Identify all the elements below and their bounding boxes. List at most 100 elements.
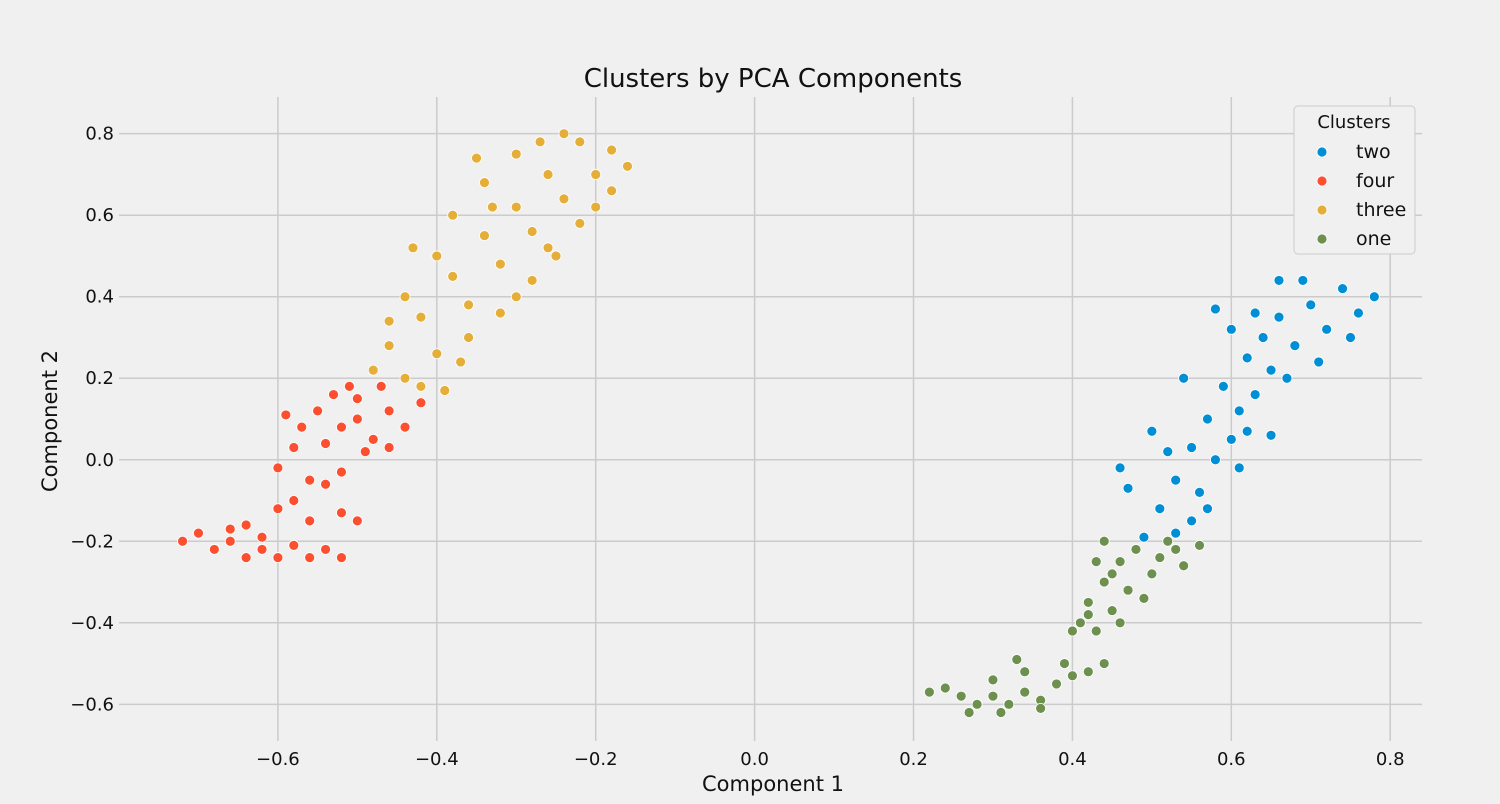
scatter-point xyxy=(359,446,371,458)
legend: Clusters two four three one xyxy=(1293,105,1416,255)
scatter-point xyxy=(1170,474,1182,486)
scatter-point xyxy=(487,201,498,213)
scatter-point xyxy=(1082,597,1094,608)
scatter-point xyxy=(1345,332,1356,343)
legend-box xyxy=(1293,105,1416,255)
scatter-point xyxy=(367,364,379,376)
scatter-point xyxy=(1098,658,1110,669)
scatter-point xyxy=(1162,446,1174,458)
scatter-point xyxy=(1138,592,1150,604)
scatter-point xyxy=(304,515,316,527)
scatter-point xyxy=(431,250,443,262)
scatter-point xyxy=(479,230,490,241)
scatter-point xyxy=(526,275,538,286)
scatter-point xyxy=(304,474,316,486)
scatter-point xyxy=(542,242,554,254)
scatter-point xyxy=(336,507,347,519)
scatter-point xyxy=(590,201,602,213)
data-points xyxy=(177,128,1380,718)
scatter-point xyxy=(510,291,522,303)
scatter-point xyxy=(1225,323,1237,335)
legend-title: Clusters xyxy=(1317,112,1390,133)
scatter-point xyxy=(1098,576,1110,588)
scatter-point xyxy=(1305,299,1317,311)
scatter-point xyxy=(455,356,467,368)
scatter-point xyxy=(280,409,292,421)
scatter-point xyxy=(439,385,451,396)
scatter-point xyxy=(1122,584,1134,596)
scatter-point xyxy=(1241,425,1253,437)
scatter-point xyxy=(407,242,419,254)
scatter-point xyxy=(1138,531,1150,543)
scatter-point xyxy=(288,495,300,506)
y-tick-label: −0.4 xyxy=(70,613,114,634)
scatter-point xyxy=(1003,698,1015,710)
scatter-point xyxy=(924,686,935,698)
scatter-point xyxy=(463,299,474,311)
scatter-point xyxy=(208,544,220,555)
grid-lines xyxy=(119,97,1422,741)
series-two xyxy=(1114,275,1380,543)
scatter-point xyxy=(995,707,1007,718)
scatter-point xyxy=(1074,617,1086,629)
scatter-point xyxy=(558,193,570,205)
scatter-point xyxy=(590,169,602,180)
scatter-point xyxy=(987,674,999,686)
scatter-point xyxy=(272,462,284,474)
scatter-point xyxy=(1154,552,1166,563)
scatter-point xyxy=(1186,442,1197,453)
scatter-point xyxy=(351,413,363,425)
scatter-point xyxy=(336,466,347,478)
scatter-point xyxy=(1353,307,1364,319)
scatter-point xyxy=(1186,515,1197,527)
scatter-point xyxy=(383,340,395,352)
scatter-point xyxy=(240,552,252,563)
scatter-point xyxy=(1170,544,1182,555)
scatter-point xyxy=(1297,275,1309,286)
scatter-point xyxy=(510,201,522,213)
scatter-point xyxy=(336,421,347,433)
scatter-point xyxy=(622,160,633,172)
scatter-point xyxy=(1210,303,1221,315)
scatter-point xyxy=(399,372,411,384)
scatter-point xyxy=(1114,556,1126,568)
x-tick-label: −0.2 xyxy=(574,749,618,770)
scatter-point xyxy=(224,523,236,535)
legend-label: four xyxy=(1356,170,1394,192)
scatter-point xyxy=(399,291,411,303)
scatter-point xyxy=(1178,372,1190,384)
scatter-point xyxy=(1146,425,1158,437)
scatter-point xyxy=(1241,352,1253,364)
scatter-point xyxy=(193,527,204,539)
scatter-point xyxy=(367,433,379,445)
scatter-point xyxy=(963,707,975,718)
scatter-point xyxy=(471,152,482,164)
scatter-point xyxy=(939,682,951,694)
scatter-point xyxy=(328,389,339,400)
scatter-point xyxy=(1225,433,1237,445)
scatter-point xyxy=(510,148,522,160)
scatter-point xyxy=(304,552,316,563)
scatter-point xyxy=(1273,311,1285,323)
scatter-point xyxy=(479,177,490,188)
scatter-point xyxy=(1249,389,1261,400)
scatter-point xyxy=(955,690,967,702)
legend-marker xyxy=(1316,175,1328,187)
scatter-point xyxy=(1067,670,1078,682)
scatter-point xyxy=(1162,535,1174,547)
scatter-point xyxy=(375,380,387,392)
scatter-point xyxy=(1233,405,1245,417)
scatter-point xyxy=(1146,568,1158,580)
scatter-point xyxy=(296,421,308,433)
scatter-point xyxy=(542,169,554,180)
y-axis-label: Component 2 xyxy=(38,350,62,492)
scatter-point xyxy=(1019,686,1031,698)
legend-entries: two four three one xyxy=(1316,141,1406,250)
scatter-point xyxy=(320,544,331,555)
scatter-point xyxy=(1122,482,1134,494)
scatter-point xyxy=(1202,413,1213,425)
series-three xyxy=(367,128,633,396)
y-tick-label: −0.6 xyxy=(70,694,114,715)
